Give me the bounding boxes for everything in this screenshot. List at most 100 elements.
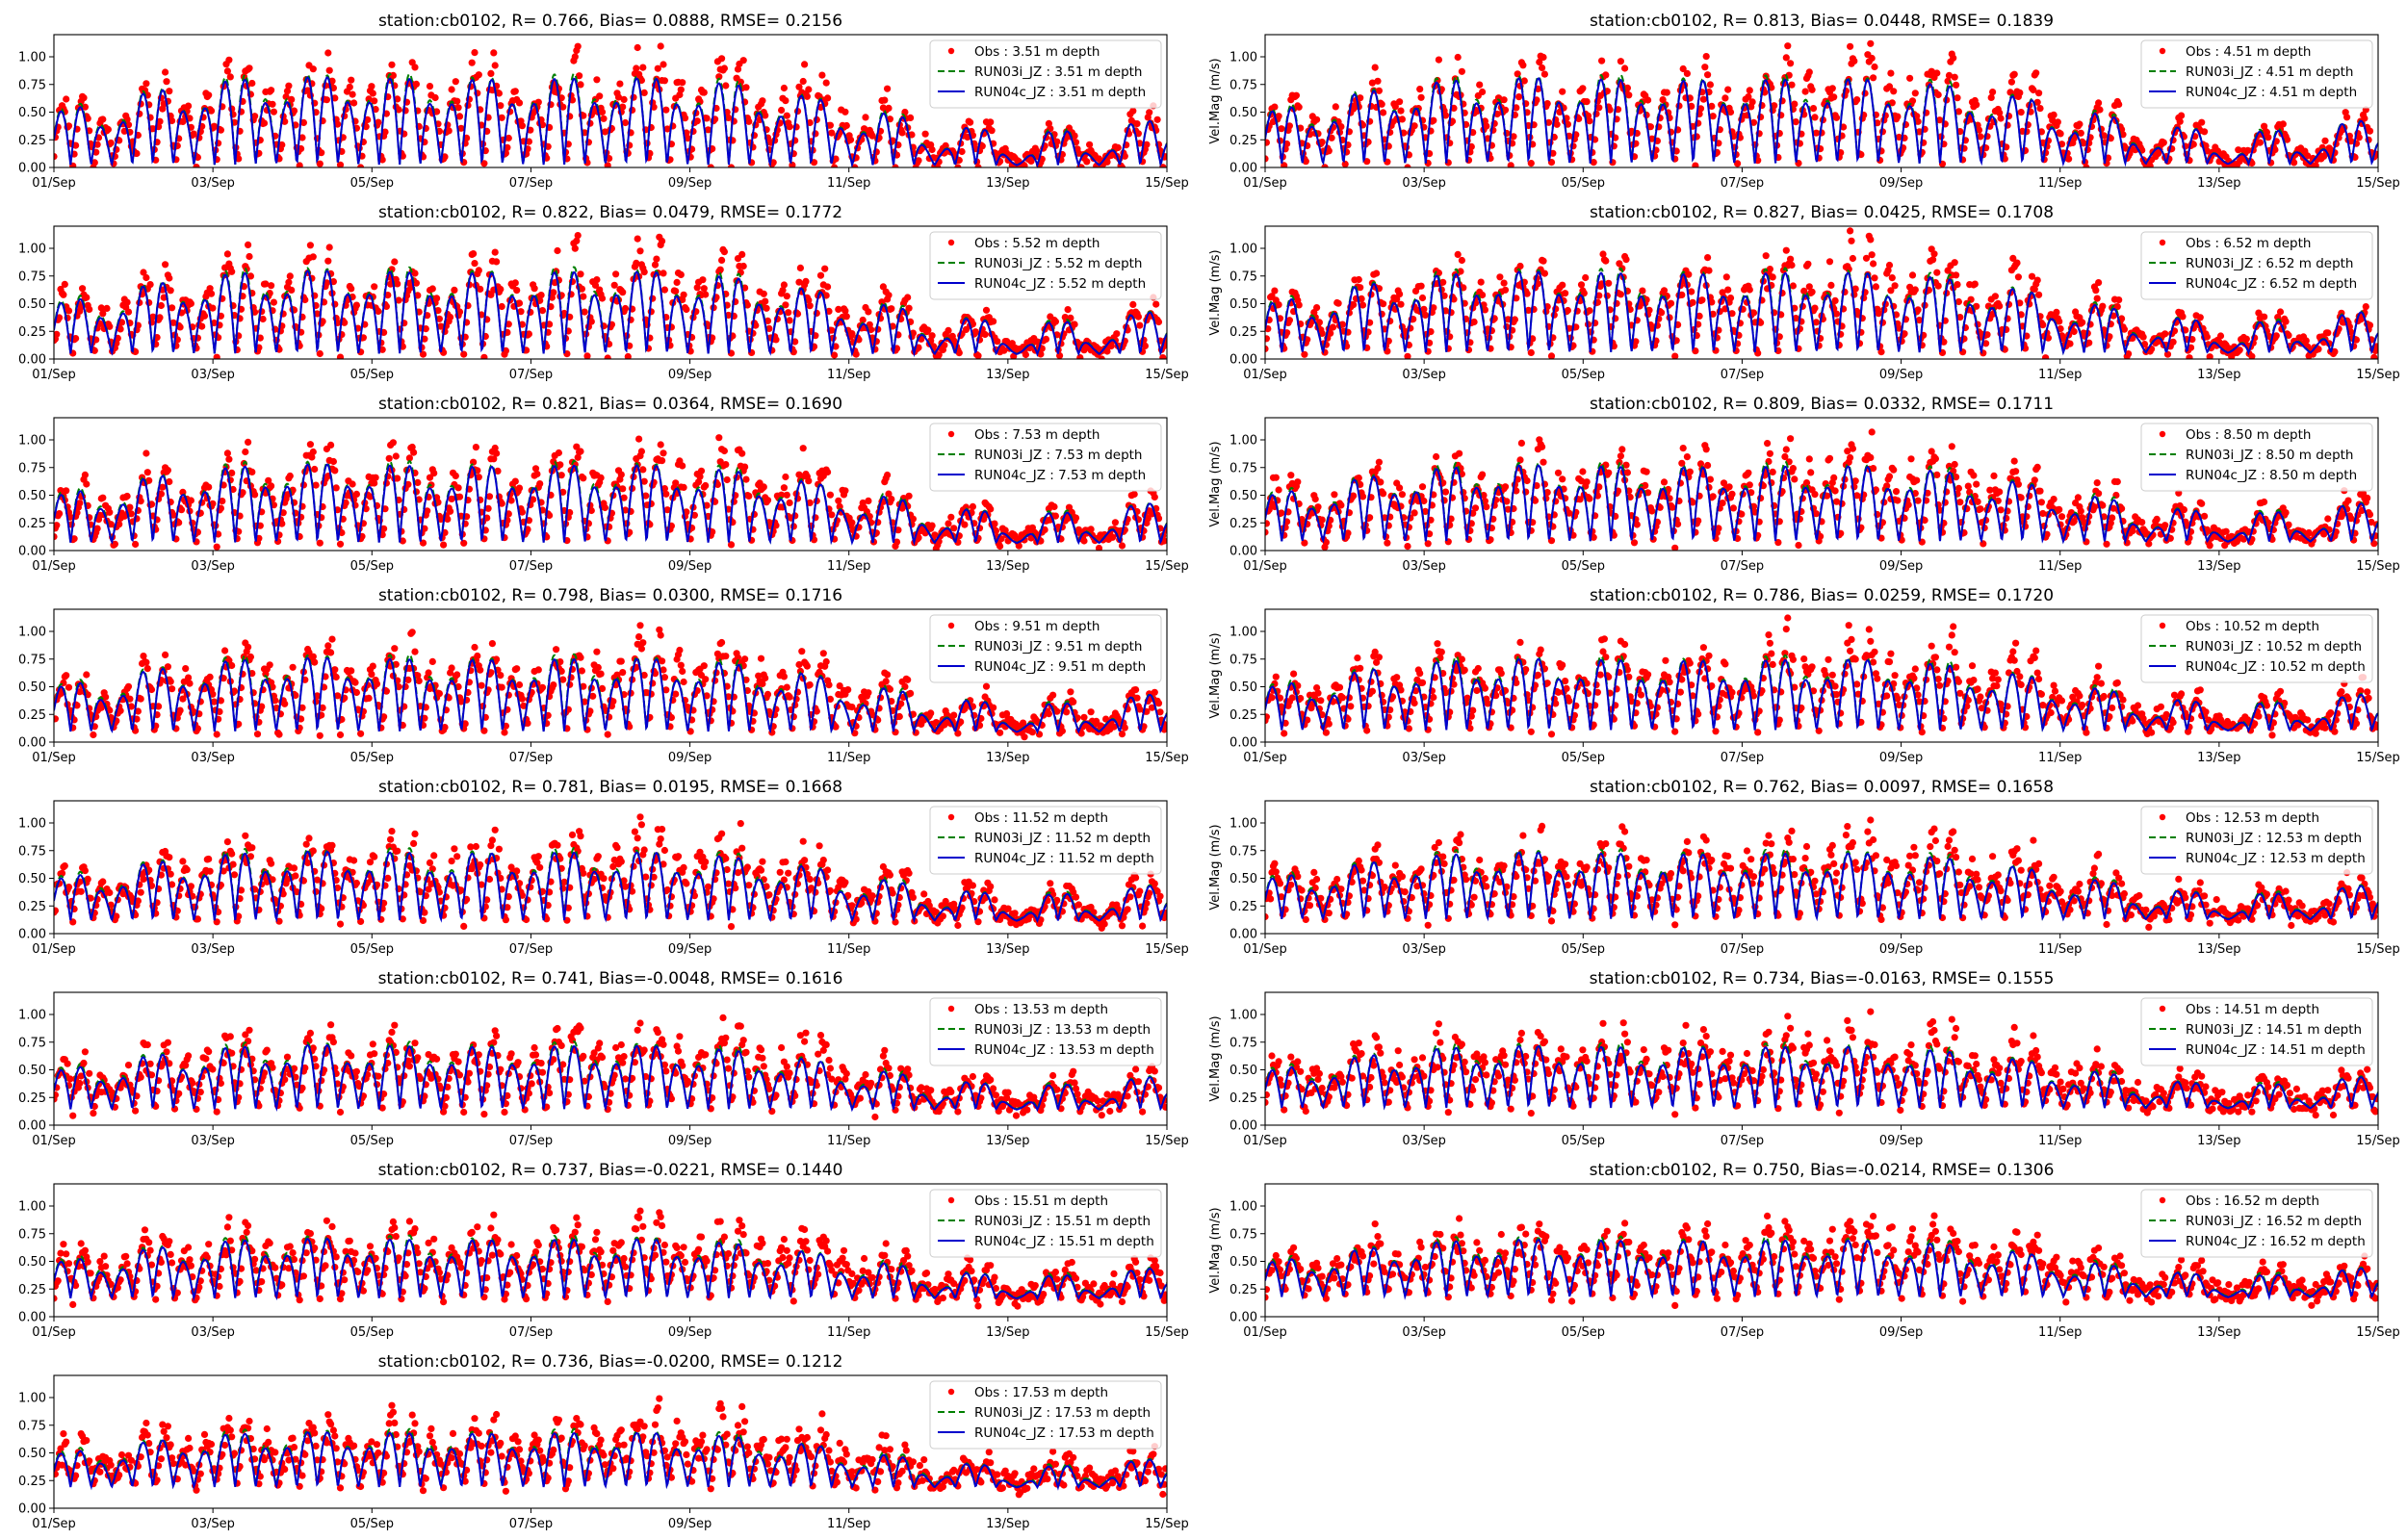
obs-point bbox=[1695, 312, 1703, 320]
x-tick-label: 15/Sep bbox=[2356, 368, 2399, 382]
obs-point bbox=[146, 281, 154, 289]
obs-point bbox=[702, 291, 710, 298]
obs-point bbox=[2161, 330, 2169, 338]
x-tick-label: 09/Sep bbox=[1879, 368, 1923, 382]
obs-point bbox=[1906, 74, 1914, 82]
obs-point bbox=[248, 468, 256, 475]
obs-point bbox=[498, 500, 505, 507]
obs-point bbox=[831, 351, 839, 359]
obs-point bbox=[2012, 468, 2020, 475]
obs-point bbox=[93, 525, 101, 532]
obs-point bbox=[132, 540, 140, 549]
obs-point bbox=[1000, 346, 1008, 354]
obs-point bbox=[1973, 302, 1980, 310]
x-tick-label: 05/Sep bbox=[350, 559, 394, 574]
obs-point bbox=[2109, 504, 2117, 512]
obs-point bbox=[1363, 158, 1371, 166]
obs-point bbox=[662, 106, 670, 114]
obs-point bbox=[822, 79, 830, 87]
obs-point bbox=[1812, 129, 1820, 137]
obs-point bbox=[1706, 81, 1714, 89]
obs-point bbox=[223, 449, 231, 457]
x-tick-label: 03/Sep bbox=[191, 368, 234, 382]
obs-point bbox=[624, 352, 632, 359]
legend-label: RUN04c_JZ : 4.51 m depth bbox=[2186, 85, 2357, 100]
obs-point bbox=[1033, 147, 1041, 155]
obs-point bbox=[2276, 308, 2285, 316]
obs-point bbox=[54, 330, 61, 338]
obs-point bbox=[187, 299, 194, 307]
obs-point bbox=[1789, 282, 1797, 290]
obs-point bbox=[1583, 98, 1591, 106]
obs-point bbox=[1021, 536, 1028, 544]
obs-point bbox=[1804, 260, 1812, 268]
obs-point bbox=[352, 490, 360, 498]
obs-point bbox=[780, 484, 789, 492]
obs-point bbox=[760, 290, 767, 297]
obs-point bbox=[577, 448, 584, 455]
obs-point bbox=[1623, 469, 1631, 476]
obs-point bbox=[1111, 519, 1119, 526]
obs-point bbox=[1895, 324, 1902, 332]
obs-point bbox=[1417, 93, 1425, 101]
obs-point bbox=[63, 487, 70, 495]
obs-point bbox=[1933, 471, 1941, 478]
obs-point bbox=[1454, 250, 1462, 258]
obs-point bbox=[577, 270, 584, 278]
y-tick-label: 0.00 bbox=[1229, 162, 1257, 176]
obs-point bbox=[491, 444, 499, 452]
obs-point bbox=[1849, 254, 1856, 263]
obs-point bbox=[60, 291, 67, 298]
legend-obs-marker bbox=[947, 47, 955, 55]
obs-point bbox=[865, 497, 872, 505]
obs-point bbox=[2261, 313, 2268, 321]
obs-point bbox=[725, 114, 733, 121]
obs-series bbox=[1265, 39, 2378, 167]
obs-point bbox=[1915, 128, 1924, 136]
obs-point bbox=[660, 61, 667, 68]
obs-point bbox=[969, 502, 977, 511]
obs-point bbox=[571, 244, 579, 252]
obs-point bbox=[1844, 448, 1851, 455]
obs-point bbox=[1830, 93, 1838, 101]
obs-point bbox=[1911, 90, 1919, 97]
obs-point bbox=[1143, 141, 1151, 148]
subplot-title: station:cb0102, R= 0.822, Bias= 0.0479, … bbox=[378, 203, 842, 222]
obs-point bbox=[955, 349, 963, 357]
obs-point bbox=[1087, 526, 1095, 533]
obs-point bbox=[1481, 498, 1488, 505]
obs-point bbox=[1545, 118, 1553, 126]
obs-point bbox=[1915, 317, 1924, 324]
y-tick-label: 0.75 bbox=[1229, 270, 1257, 284]
obs-point bbox=[778, 106, 786, 115]
obs-point bbox=[213, 353, 220, 359]
obs-point bbox=[531, 465, 540, 473]
obs-point bbox=[673, 278, 681, 286]
obs-point bbox=[557, 472, 565, 479]
obs-point bbox=[1421, 507, 1429, 516]
obs-point bbox=[617, 471, 625, 478]
obs-point bbox=[452, 472, 459, 479]
obs-point bbox=[1095, 544, 1103, 551]
obs-point bbox=[2066, 340, 2074, 347]
obs-point bbox=[1990, 472, 1998, 479]
obs-point bbox=[696, 473, 704, 480]
obs-point bbox=[513, 287, 521, 295]
obs-point bbox=[841, 307, 849, 315]
obs-point bbox=[821, 265, 829, 272]
obs-point bbox=[1644, 96, 1652, 104]
obs-point bbox=[313, 310, 322, 318]
obs-point bbox=[126, 503, 134, 511]
obs-point bbox=[518, 122, 527, 130]
obs-point bbox=[505, 134, 512, 142]
obs-point bbox=[207, 290, 216, 297]
y-tick-label: 0.00 bbox=[18, 545, 46, 559]
obs-point bbox=[395, 106, 402, 114]
obs-point bbox=[1945, 71, 1954, 79]
obs-point bbox=[2139, 333, 2147, 341]
obs-point bbox=[1754, 349, 1762, 357]
obs-point bbox=[157, 490, 165, 498]
obs-point bbox=[447, 313, 454, 321]
obs-point bbox=[324, 49, 332, 57]
obs-point bbox=[742, 475, 750, 483]
